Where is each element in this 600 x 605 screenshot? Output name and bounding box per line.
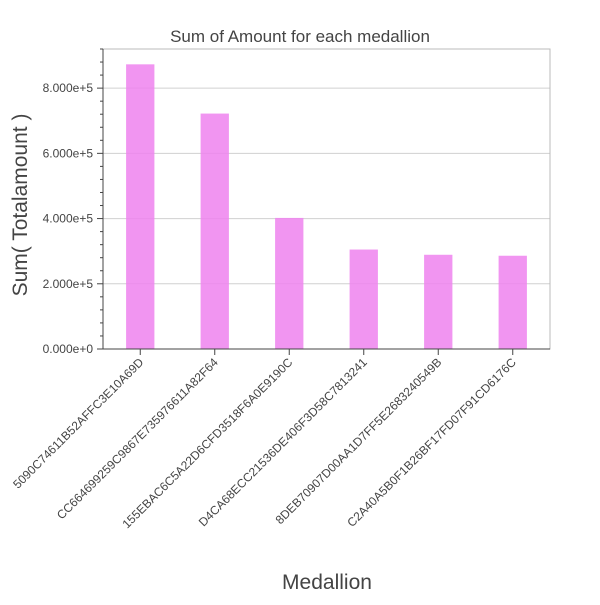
x-tick-label: D4CA68ECC21536DE406F3D58C7813241 xyxy=(196,355,370,529)
y-tick-label: 6.000e+5 xyxy=(43,146,94,160)
bar xyxy=(200,113,229,349)
y-tick-label: 0.000e+0 xyxy=(43,342,94,356)
y-tick-label: 8.000e+5 xyxy=(43,81,94,95)
y-axis-ticks: 0.000e+0 2.000e+5 4.000e+5 6.000e+5 8.000e+5 xyxy=(43,48,103,356)
y-tick-label: 4.000e+5 xyxy=(43,212,94,226)
bars xyxy=(126,64,527,350)
x-tick-label: 8DEB70907D00AA1D7FF5E2683240549B xyxy=(273,355,445,527)
bar xyxy=(498,255,527,349)
plot-frame xyxy=(102,48,551,350)
x-tick-label: 5090C74611B52AFFC3E10A69D xyxy=(10,355,146,491)
axes xyxy=(102,49,550,350)
bar xyxy=(126,64,155,350)
y-tick-label: 2.000e+5 xyxy=(43,277,94,291)
bar xyxy=(424,254,453,349)
x-axis-ticks: 5090C74611B52AFFC3E10A69DCC664699259C986… xyxy=(10,349,519,531)
bar xyxy=(275,217,304,349)
x-tick-label: 155EBAC6C5A22D6CFD3518F6A0E9190C xyxy=(119,355,295,531)
y-axis-label: Sum( Totalamount ) xyxy=(9,114,32,297)
bar xyxy=(349,249,378,349)
chart-title: Sum of Amount for each medallion xyxy=(170,27,430,46)
grid-lines xyxy=(103,87,550,285)
x-tick-label: CC664699259C9867E735976611A82F64 xyxy=(54,355,221,522)
x-tick-label: C2A40A5B0F1B26BF17FD07F91CD6176C xyxy=(344,355,519,530)
x-axis-label: Medallion xyxy=(282,571,372,594)
